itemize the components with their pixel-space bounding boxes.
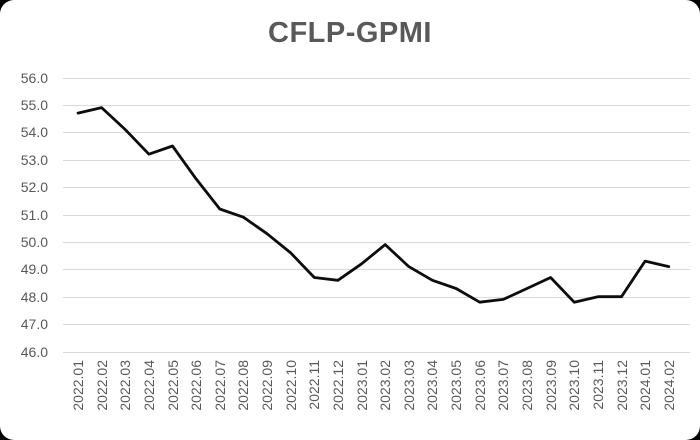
gridline [63, 132, 690, 134]
gridline [63, 324, 690, 326]
y-tick-label: 54.0 [20, 124, 48, 141]
y-tick-label: 50.0 [20, 233, 48, 250]
y-tick-label: 53.0 [20, 151, 48, 168]
gridline [63, 104, 690, 106]
y-tick-label: 47.0 [20, 316, 48, 333]
y-tick-label: 49.0 [20, 261, 48, 278]
y-tick-label: 55.0 [20, 96, 48, 113]
y-tick-label: 52.0 [20, 179, 48, 196]
gridline [63, 159, 690, 161]
data-line [76, 106, 671, 304]
gridline [63, 351, 690, 353]
chart-title: CFLP-GPMI [268, 17, 432, 49]
y-tick-label: 51.0 [20, 206, 48, 223]
gridline [63, 241, 690, 243]
y-tick-label: 56.0 [20, 69, 48, 86]
gridline [63, 77, 690, 79]
gridline [63, 187, 690, 189]
gridline [63, 296, 690, 298]
gridline [63, 269, 690, 271]
gridline [63, 214, 690, 216]
y-tick-label: 48.0 [20, 288, 48, 305]
y-tick-label: 46.0 [20, 343, 48, 360]
